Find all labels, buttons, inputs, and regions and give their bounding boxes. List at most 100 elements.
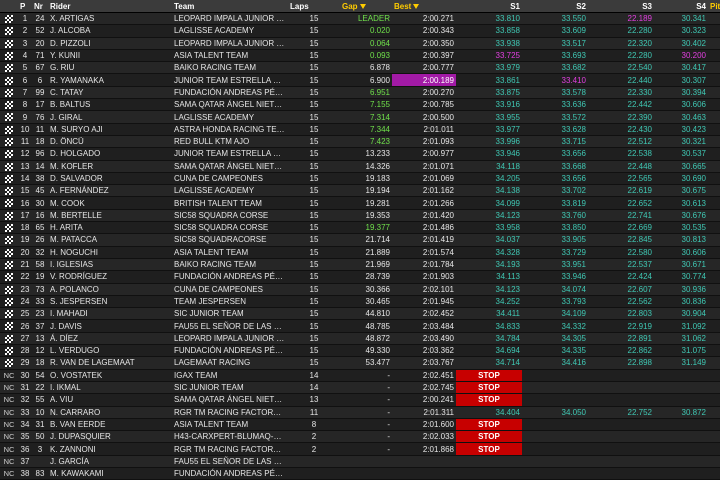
cell-pos: 10 <box>18 123 32 136</box>
cell-gap: 21.714 <box>340 233 392 247</box>
cell-s2: 33.715 <box>522 135 588 149</box>
cell-best: 2:00.343 <box>392 24 456 38</box>
cell-gap: 19.194 <box>340 184 392 198</box>
cell-s1: 33.861 <box>456 73 522 87</box>
finish-flag-cell <box>0 86 18 100</box>
column-header-rider[interactable]: Rider <box>48 0 172 13</box>
table-row[interactable]: 27 13 Á. DÍEZ LEOPARD IMPALA JUNIOR TEAM 15 4… <box>0 332 720 346</box>
finish-flag-cell: NC <box>0 467 18 480</box>
sort-arrow-icon <box>359 3 366 9</box>
table-row[interactable]: NC 34 31 B. VAN EERDE ASIA TALENT TEAM 8-2:01… <box>0 418 720 432</box>
cell-nr: 33 <box>32 295 48 309</box>
column-header-number[interactable]: Nr <box>32 0 48 13</box>
cell-s2: 34.305 <box>522 332 588 346</box>
table-row[interactable]: 23 73 A. POLANCO CUNA DE CAMPEONES 15 30.366 2… <box>0 283 720 296</box>
cell-laps: 13 <box>288 393 340 407</box>
cell-s2: 34.109 <box>522 307 588 321</box>
cell-s2: 33.628 <box>522 123 588 136</box>
column-header-team[interactable]: Team <box>172 0 288 13</box>
table-row[interactable]: 15 45 A. FERNÁNDEZ LAGLISSE ACADEMY 15 19.194… <box>0 184 720 198</box>
cell-laps: 15 <box>288 49 340 63</box>
column-header-flag[interactable] <box>0 0 18 13</box>
cell-gap: 13.233 <box>340 147 392 161</box>
cell-gap: - <box>340 381 392 395</box>
column-header-laps[interactable]: Laps <box>288 0 340 13</box>
chequered-flag-icon <box>5 27 13 36</box>
cell-nr: 12 <box>32 344 48 358</box>
table-row[interactable]: NC 30 54 O. VOSTATEK IGAX TEAM 14-2:02.451 STO… <box>0 369 720 382</box>
column-header-s3[interactable]: S3 <box>588 0 654 13</box>
table-row[interactable]: 17 16 M. BERTELLE SIC58 SQUADRA CORSE 15 19.3… <box>0 209 720 223</box>
cell-rider: D. ÖNCÜ <box>48 135 172 149</box>
table-row[interactable]: 14 38 D. SALVADOR CUNA DE CAMPEONES 15 19.183… <box>0 172 720 186</box>
cell-nr: 30 <box>32 196 48 210</box>
cell-s2: 33.850 <box>522 221 588 235</box>
column-header-position[interactable]: P <box>18 0 32 13</box>
cell-rider: A. VIU <box>48 393 172 407</box>
table-row[interactable]: 29 18 R. VAN DE LAGEMAAT LAGEMAAT RACING 15 5… <box>0 356 720 370</box>
table-row[interactable]: NC 31 22 I. IKMAL SIC JUNIOR TEAM 14-2:02.745… <box>0 381 720 395</box>
table-row[interactable]: 5 67 G. RIU BAIKO RACING TEAM 15 6.878 2:00.77… <box>0 61 720 75</box>
cell-s1: 34.193 <box>456 258 522 272</box>
table-row[interactable]: 19 26 M. PATACCA SIC58 SQUADRACORSE 15 21.714… <box>0 233 720 247</box>
cell-team: FAU55 EL SEÑOR DE LAS BOLSAS <box>172 319 288 333</box>
finish-flag-cell <box>0 196 18 210</box>
finish-flag-cell <box>0 332 18 346</box>
cell-pos: 5 <box>18 61 32 75</box>
table-row[interactable]: 11 18 D. ÖNCÜ RED BULL KTM AJO 15 7.423 2:01.0… <box>0 135 720 149</box>
table-row[interactable]: 1 24 X. ARTIGAS LEOPARD IMPALA JUNIOR TEAM 1… <box>0 12 720 26</box>
table-row[interactable]: 20 32 H. NOGUCHI ASIA TALENT TEAM 15 21.889 2:… <box>0 246 720 259</box>
chequered-flag-icon <box>5 236 13 245</box>
cell-laps: 15 <box>288 319 340 333</box>
cell-s3: 22.891 <box>588 332 654 346</box>
table-row[interactable]: NC 35 50 J. DUPASQUIER H43-CARXPERT-BLUMAQ-K… <box>0 430 720 444</box>
cell-s4: 30.613 <box>654 196 708 210</box>
table-row[interactable]: 3 20 D. PIZZOLI LEOPARD IMPALA JUNIOR TEAM 1… <box>0 37 720 50</box>
cell-s2: 34.050 <box>522 406 588 419</box>
table-row[interactable]: 16 30 M. COOK BRITISH TALENT TEAM 15 19.281 2:… <box>0 196 720 210</box>
column-header-s1[interactable]: S1 <box>456 0 522 13</box>
cell-s1: 33.946 <box>456 147 522 161</box>
cell-nr: 18 <box>32 135 48 149</box>
table-row[interactable]: 24 33 S. JESPERSEN TEAM JESPERSEN 15 30.465 2:… <box>0 295 720 309</box>
cell-gap <box>340 455 392 468</box>
table-row[interactable]: 10 11 M. SURYO AJI ASTRA HONDA RACING TEAM 1… <box>0 123 720 136</box>
column-header-gap[interactable]: Gap <box>340 0 392 13</box>
cell-pos: 32 <box>18 393 32 407</box>
cell-nr: 26 <box>32 233 48 247</box>
table-row[interactable]: 25 23 I. MAHADI SIC JUNIOR TEAM 15 44.810 2:02… <box>0 307 720 321</box>
cell-gap: 19.281 <box>340 196 392 210</box>
table-row[interactable]: 9 76 J. GIRAL LAGLISSE ACADEMY 15 7.314 2:00.5… <box>0 110 720 124</box>
table-row[interactable]: 18 65 H. ARITA SIC58 SQUADRA CORSE 15 19.377 2… <box>0 221 720 235</box>
cell-laps: 15 <box>288 123 340 136</box>
column-header-pits[interactable]: Pits <box>708 0 720 13</box>
column-header-s4[interactable]: S4 <box>654 0 708 13</box>
table-row[interactable]: 2 52 J. ALCOBA LAGLISSE ACADEMY 15 0.020 2:00.… <box>0 24 720 38</box>
cell-gap: 0.093 <box>340 49 392 63</box>
cell-pits <box>708 393 720 407</box>
column-header-best[interactable]: Best <box>392 0 456 13</box>
table-row[interactable]: 21 58 I. IGLESIAS BAIKO RACING TEAM 15 21.969… <box>0 258 720 272</box>
table-row[interactable]: 4 71 Y. KUNII ASIA TALENT TEAM 15 0.093 2:00.3… <box>0 49 720 63</box>
cell-s4 <box>654 442 708 456</box>
cell-team: IGAX TEAM <box>172 369 288 382</box>
cell-pits <box>708 319 720 333</box>
column-header-s2[interactable]: S2 <box>522 0 588 13</box>
cell-pos: 8 <box>18 98 32 112</box>
cell-s1: 34.118 <box>456 160 522 173</box>
cell-s1: 34.099 <box>456 196 522 210</box>
